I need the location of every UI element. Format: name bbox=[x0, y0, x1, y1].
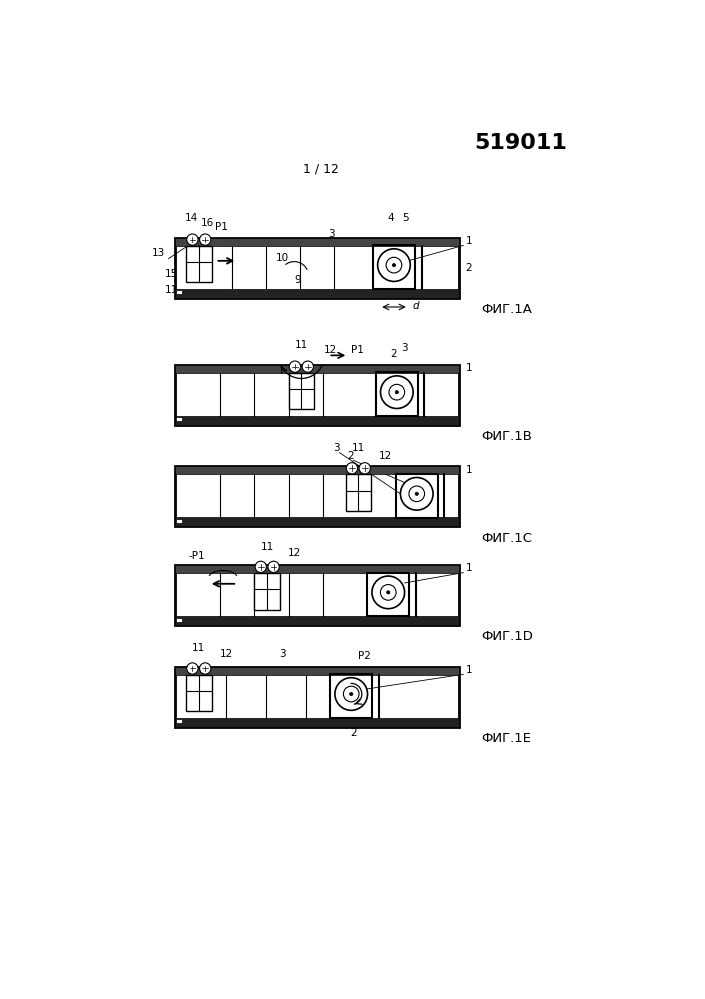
Text: 11: 11 bbox=[165, 285, 178, 295]
Circle shape bbox=[381, 376, 413, 409]
Bar bbox=[175, 565, 460, 573]
Circle shape bbox=[255, 561, 266, 572]
Text: 3: 3 bbox=[333, 443, 340, 453]
Bar bbox=[176, 617, 182, 621]
Circle shape bbox=[289, 361, 300, 373]
Circle shape bbox=[350, 692, 353, 695]
Bar bbox=[176, 291, 182, 295]
Text: 11: 11 bbox=[192, 643, 205, 653]
Circle shape bbox=[335, 677, 367, 710]
Bar bbox=[330, 674, 372, 718]
Text: 13: 13 bbox=[152, 248, 166, 258]
Text: 3: 3 bbox=[280, 649, 286, 659]
Text: 4: 4 bbox=[387, 213, 394, 223]
Text: P1: P1 bbox=[350, 345, 363, 355]
Bar bbox=[175, 238, 460, 298]
Bar bbox=[255, 573, 280, 609]
Text: 2: 2 bbox=[348, 451, 354, 461]
Text: ФИГ.1В: ФИГ.1В bbox=[481, 431, 532, 444]
Text: 9: 9 bbox=[295, 275, 302, 285]
Text: 1: 1 bbox=[465, 664, 472, 674]
Bar bbox=[175, 467, 460, 526]
Text: 16: 16 bbox=[201, 218, 214, 228]
Text: 12: 12 bbox=[288, 547, 301, 557]
Circle shape bbox=[386, 258, 402, 273]
Text: ФИГ.1D: ФИГ.1D bbox=[481, 630, 533, 643]
Text: ФИГ.1Е: ФИГ.1Е bbox=[481, 732, 531, 745]
Bar bbox=[376, 373, 418, 417]
Circle shape bbox=[372, 576, 405, 608]
Bar bbox=[175, 238, 460, 246]
Bar bbox=[175, 365, 460, 425]
Circle shape bbox=[378, 249, 410, 282]
Text: 1: 1 bbox=[465, 465, 472, 475]
Bar bbox=[175, 616, 460, 625]
Bar bbox=[175, 565, 460, 625]
Text: 12: 12 bbox=[324, 346, 337, 356]
Text: 1: 1 bbox=[465, 363, 472, 373]
Text: 1: 1 bbox=[465, 236, 472, 246]
Circle shape bbox=[409, 486, 424, 501]
Bar bbox=[367, 572, 410, 616]
Text: 12: 12 bbox=[219, 649, 233, 659]
Circle shape bbox=[346, 463, 357, 474]
Circle shape bbox=[386, 590, 390, 594]
Bar bbox=[373, 246, 415, 289]
Bar bbox=[175, 666, 460, 674]
Text: 12: 12 bbox=[192, 264, 205, 274]
Bar bbox=[175, 666, 460, 726]
Bar bbox=[186, 246, 212, 283]
Circle shape bbox=[389, 385, 405, 400]
Text: 11: 11 bbox=[295, 340, 308, 350]
Text: 2: 2 bbox=[465, 263, 472, 273]
Text: 14: 14 bbox=[185, 213, 197, 223]
Bar bbox=[175, 365, 460, 373]
Text: 3: 3 bbox=[402, 343, 408, 353]
Bar bbox=[175, 467, 460, 475]
Text: P1: P1 bbox=[215, 222, 228, 232]
Bar bbox=[175, 517, 460, 526]
Circle shape bbox=[343, 686, 359, 702]
Bar bbox=[175, 717, 460, 726]
Text: 11: 11 bbox=[261, 541, 274, 551]
Text: 519011: 519011 bbox=[474, 133, 568, 153]
Text: 10: 10 bbox=[276, 253, 290, 263]
Circle shape bbox=[381, 584, 396, 600]
Circle shape bbox=[415, 493, 418, 496]
Bar bbox=[176, 719, 182, 723]
Circle shape bbox=[187, 663, 198, 674]
Bar bbox=[176, 518, 182, 523]
Text: 11: 11 bbox=[352, 443, 365, 453]
Text: P2: P2 bbox=[358, 651, 371, 661]
Bar bbox=[396, 475, 438, 517]
Text: ФИГ.1А: ФИГ.1А bbox=[481, 303, 532, 316]
Circle shape bbox=[400, 478, 433, 510]
Circle shape bbox=[200, 234, 211, 245]
Bar bbox=[175, 289, 460, 298]
Circle shape bbox=[302, 361, 314, 373]
Bar bbox=[345, 475, 371, 511]
Text: 3: 3 bbox=[328, 229, 335, 239]
Text: 2: 2 bbox=[350, 728, 357, 738]
Text: 15: 15 bbox=[165, 269, 178, 279]
Bar bbox=[176, 418, 182, 422]
Circle shape bbox=[268, 561, 279, 572]
Text: -P1: -P1 bbox=[188, 550, 205, 560]
Circle shape bbox=[187, 234, 198, 245]
Circle shape bbox=[359, 463, 370, 474]
Text: 5: 5 bbox=[402, 213, 409, 223]
Bar bbox=[186, 674, 212, 711]
Text: d: d bbox=[412, 301, 419, 311]
Text: 1 / 12: 1 / 12 bbox=[303, 162, 339, 175]
Bar bbox=[288, 373, 314, 410]
Text: 12: 12 bbox=[379, 451, 392, 461]
Circle shape bbox=[396, 391, 398, 394]
Bar bbox=[175, 416, 460, 425]
Text: 1: 1 bbox=[465, 563, 472, 573]
Text: 2: 2 bbox=[391, 349, 397, 359]
Circle shape bbox=[392, 264, 396, 267]
Circle shape bbox=[200, 663, 211, 674]
Text: ФИГ.1С: ФИГ.1С bbox=[481, 531, 532, 544]
